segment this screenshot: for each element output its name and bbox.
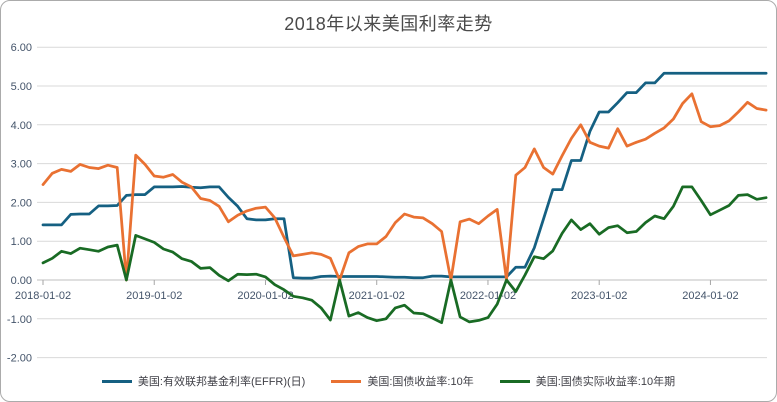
legend-swatch-effr bbox=[101, 379, 132, 383]
series-10y-yield-line bbox=[41, 92, 768, 282]
series-10y-real-yield-line bbox=[41, 185, 768, 325]
y-tick-label: 4.00 bbox=[11, 120, 32, 132]
y-tick-label: -1.00 bbox=[7, 314, 32, 326]
legend-label-10y-real-yield: 美国:国债实际收益率:10年期 bbox=[535, 376, 676, 388]
x-tick-label: 2024-01-02 bbox=[682, 290, 738, 302]
plot-area: 6.00 5.00 4.00 3.00 2.00 1.00 0.00 -1.00 -2.00 2… bbox=[7, 42, 768, 365]
x-tick-label: 2019-01-02 bbox=[126, 290, 182, 302]
legend-item-10y-real-yield[interactable]: 美国:国债实际收益率:10年期 bbox=[499, 373, 676, 389]
legend-item-10y-yield[interactable]: 美国:国债收益率:10年 bbox=[331, 373, 474, 389]
legend-item-effr[interactable]: 美国:有效联邦基金利率(EFFR)(日) bbox=[101, 373, 306, 389]
gridlines bbox=[37, 46, 767, 359]
x-tick-label: 2020-01-02 bbox=[237, 290, 293, 302]
y-axis-labels: 6.00 5.00 4.00 3.00 2.00 1.00 0.00 -1.00 -2.00 bbox=[7, 42, 32, 364]
x-tick-label: 2021-01-02 bbox=[349, 290, 405, 302]
y-tick-label: 5.00 bbox=[11, 81, 32, 93]
series-effr-line bbox=[41, 71, 768, 280]
legend-swatch-10y-real-yield bbox=[499, 379, 530, 383]
y-tick-label: 6.00 bbox=[11, 42, 32, 54]
chart-title: 2018年以来美国利率走势 bbox=[284, 14, 493, 34]
y-tick-label: -2.00 bbox=[7, 353, 32, 365]
legend-label-10y-yield: 美国:国债收益率:10年 bbox=[367, 376, 474, 388]
series-lines bbox=[41, 71, 768, 325]
y-tick-label: 1.00 bbox=[11, 236, 32, 248]
x-tick-label: 2018-01-02 bbox=[15, 290, 71, 302]
x-axis-labels: 2018-01-02 2019-01-02 2020-01-02 2021-01-02… bbox=[15, 290, 739, 302]
legend-label-effr: 美国:有效联邦基金利率(EFFR)(日) bbox=[137, 376, 306, 388]
axis-ticks bbox=[42, 280, 711, 285]
y-tick-label: 0.00 bbox=[11, 275, 32, 287]
x-tick-label: 2023-01-02 bbox=[571, 290, 627, 302]
legend-swatch-10y-yield bbox=[331, 379, 362, 383]
x-tick-label: 2022-01-02 bbox=[460, 290, 516, 302]
y-tick-label: 2.00 bbox=[11, 197, 32, 209]
y-tick-label: 3.00 bbox=[11, 159, 32, 171]
legend: 美国:有效联邦基金利率(EFFR)(日) 美国:国债收益率:10年 美国:国债实… bbox=[1, 373, 776, 389]
